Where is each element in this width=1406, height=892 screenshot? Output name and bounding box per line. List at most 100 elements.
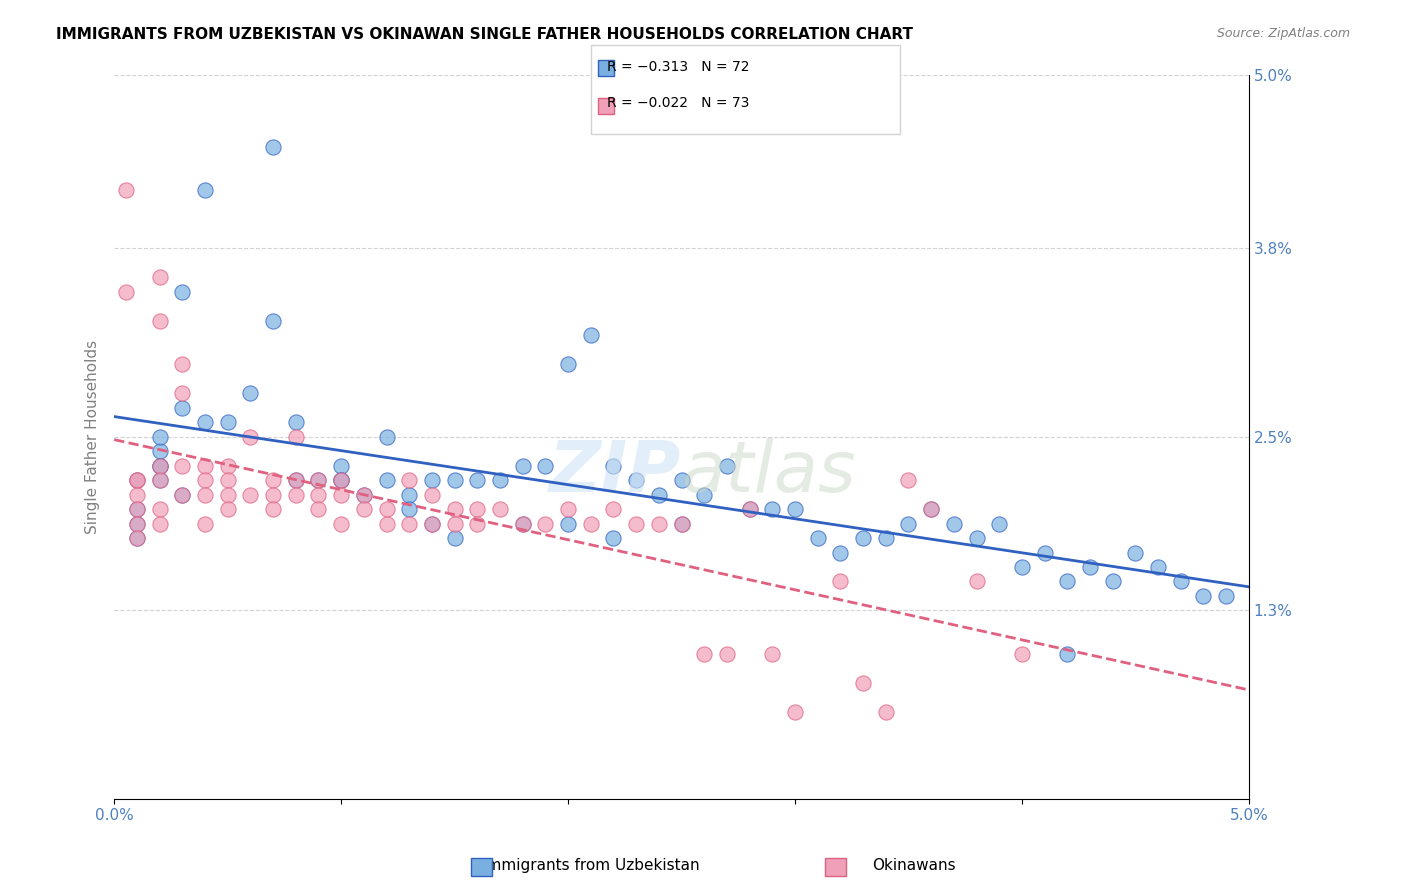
Point [125, 516, 148, 531]
Point [1101, 574, 1123, 589]
Point [217, 415, 239, 429]
Point [1170, 574, 1192, 589]
Point [148, 458, 170, 473]
Point [557, 516, 579, 531]
Point [330, 458, 353, 473]
Point [512, 458, 534, 473]
Point [375, 430, 398, 444]
Text: R = −0.313   N = 72: R = −0.313 N = 72 [607, 60, 749, 74]
Point [148, 502, 170, 516]
Point [217, 502, 239, 516]
Point [420, 516, 443, 531]
Point [897, 473, 920, 487]
Point [830, 545, 852, 559]
Point [194, 458, 217, 473]
Point [1192, 589, 1215, 603]
Point [398, 473, 420, 487]
Point [148, 430, 170, 444]
Point [330, 473, 353, 487]
Point [852, 531, 875, 545]
Point [602, 458, 624, 473]
Point [920, 502, 942, 516]
Point [375, 516, 398, 531]
Point [465, 502, 488, 516]
Point [534, 516, 557, 531]
Point [262, 487, 284, 501]
Point [671, 516, 693, 531]
Point [284, 430, 307, 444]
Point [1011, 647, 1033, 661]
Point [125, 516, 148, 531]
Point [761, 647, 783, 661]
Point [262, 314, 284, 328]
Point [579, 328, 602, 343]
Point [648, 516, 671, 531]
Point [534, 458, 557, 473]
Point [830, 574, 852, 589]
Point [624, 473, 647, 487]
Point [307, 473, 329, 487]
Point [648, 487, 671, 501]
Point [148, 314, 170, 328]
Point [148, 473, 170, 487]
Point [693, 647, 716, 661]
Text: Source: ZipAtlas.com: Source: ZipAtlas.com [1216, 27, 1350, 40]
Point [194, 487, 217, 501]
Point [172, 487, 194, 501]
Point [172, 401, 194, 415]
Point [443, 502, 465, 516]
Point [761, 502, 783, 516]
Point [783, 705, 806, 719]
Point [852, 676, 875, 690]
Text: IMMIGRANTS FROM UZBEKISTAN VS OKINAWAN SINGLE FATHER HOUSEHOLDS CORRELATION CHAR: IMMIGRANTS FROM UZBEKISTAN VS OKINAWAN S… [56, 27, 914, 42]
Point [375, 502, 398, 516]
Point [443, 473, 465, 487]
Point [375, 473, 398, 487]
Point [284, 487, 307, 501]
Point [738, 502, 761, 516]
Point [307, 473, 329, 487]
Text: R = −0.022   N = 73: R = −0.022 N = 73 [607, 95, 749, 110]
Point [1078, 560, 1101, 574]
Y-axis label: Single Father Households: Single Father Households [86, 340, 100, 533]
Point [194, 516, 217, 531]
Point [262, 473, 284, 487]
Point [114, 285, 136, 299]
Point [239, 386, 262, 401]
Point [1056, 574, 1078, 589]
Point [330, 516, 353, 531]
Point [353, 502, 375, 516]
Point [148, 473, 170, 487]
Point [330, 487, 353, 501]
Point [557, 357, 579, 371]
Point [125, 473, 148, 487]
Point [194, 183, 217, 197]
Point [1125, 545, 1147, 559]
Point [172, 458, 194, 473]
Point [512, 516, 534, 531]
Point [512, 516, 534, 531]
Point [217, 487, 239, 501]
Point [1011, 560, 1033, 574]
Point [1033, 545, 1056, 559]
Point [807, 531, 830, 545]
Point [671, 516, 693, 531]
Point [988, 516, 1011, 531]
Point [148, 458, 170, 473]
Point [239, 487, 262, 501]
Point [966, 531, 988, 545]
Point [489, 502, 512, 516]
Point [624, 516, 647, 531]
Point [875, 531, 897, 545]
Point [1215, 589, 1237, 603]
Point [217, 458, 239, 473]
Point [398, 516, 420, 531]
Point [1147, 560, 1170, 574]
Point [114, 183, 136, 197]
Point [942, 516, 965, 531]
Point [602, 502, 624, 516]
Point [443, 516, 465, 531]
Point [693, 487, 716, 501]
Point [172, 487, 194, 501]
Point [783, 502, 806, 516]
